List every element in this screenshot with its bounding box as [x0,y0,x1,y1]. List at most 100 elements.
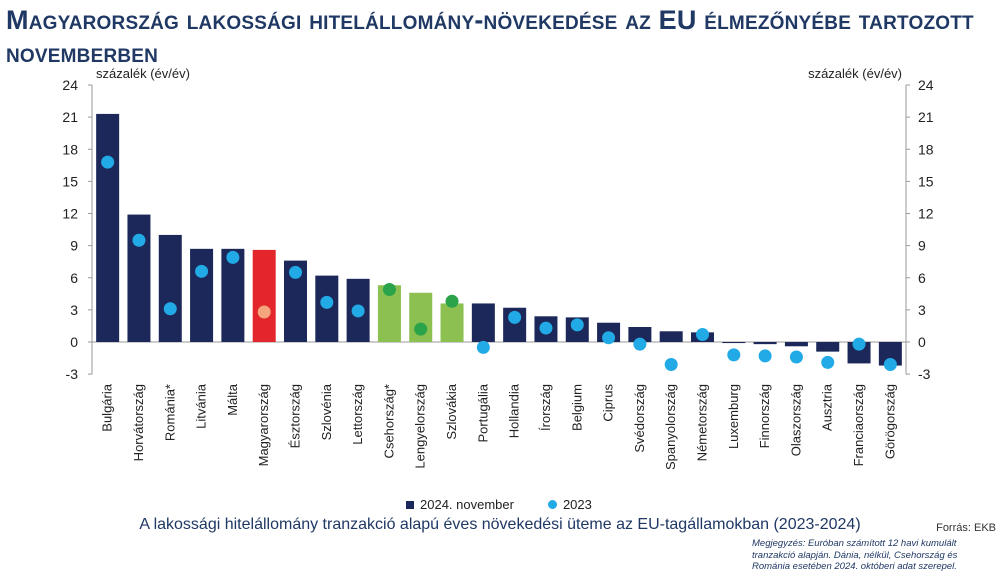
bar-málta [221,248,245,342]
legend-label-2023: 2023 [562,497,592,512]
x-tick-label-spanyolország: Spanyolország [663,384,678,470]
x-tick-label-németország: Németország [695,384,710,461]
dot-románia [163,302,177,316]
x-tick-label-csehország: Csehország* [381,384,396,458]
dot-lettország [351,304,365,318]
x-tick-label-észtország: Észtország [288,384,303,448]
bar-portugália [471,303,495,342]
y-tick-label-left: 21 [62,109,78,125]
x-tick-label-görögország: Görögország [882,384,897,459]
x-tick-label-szlovénia: Szlovénia [319,383,334,440]
y-tick-label-left: -3 [66,366,79,382]
dot-svédország [633,337,647,351]
x-tick-label-ausztria: Ausztria [820,383,835,431]
y-tick-label-right: 15 [918,173,934,189]
dot-finnország [758,349,772,363]
dot-litvánia [195,264,209,278]
bar-ausztria [816,342,840,352]
source-note: Forrás: EKB [936,522,996,534]
x-tick-label-horvátország: Horvátország [131,384,146,461]
legend-label-2024-november: 2024. november [420,497,514,512]
y-tick-label-right: 18 [918,141,934,157]
x-tick-label-lettország: Lettország [350,384,365,445]
dot-bulgária [101,155,115,169]
legend-swatch-dot [547,500,557,509]
x-tick-label-franciaország: Franciaország [851,384,866,466]
x-tick-label-magyarország: Magyarország [256,384,271,466]
y-tick-label-right: 24 [918,77,934,93]
bar-olaszország [784,342,808,347]
y-tick-label-left: 15 [62,173,78,189]
dot-németország [696,328,709,342]
dot-málta [226,250,240,264]
bar-spanyolország [659,331,683,342]
footnote: Megjegyzés: Euróban számított 12 havi ku… [752,538,958,572]
dot-ausztria [821,355,835,369]
y-tick-label-left: 18 [62,141,78,157]
bar-szlovákia [440,303,464,342]
bar-bulgária [96,113,120,342]
bar-svédország [628,327,652,342]
bar-magyarország [252,249,276,342]
dot-magyarország [257,305,271,319]
chart-title: Magyarország lakossági hitelállomány-növ… [6,5,974,68]
chart-caption: A lakossági hitelállomány tranzakció ala… [139,516,861,533]
y-tick-label-right: 12 [918,206,934,222]
bar-luxemburg [722,342,746,344]
dot-írország [539,321,553,335]
x-tick-label-hollandia: Hollandia [507,383,522,438]
y-tick-label-left: 24 [62,77,78,93]
bar-románia [158,234,182,342]
y-tick-label-left: 0 [70,334,78,350]
dot-horvátország [132,233,146,247]
dot-észtország [289,265,302,279]
y-tick-label-right: 0 [918,334,926,350]
bar-finnország [753,342,777,345]
y-tick-label-left: 9 [70,238,78,254]
bar-csehország [377,285,401,342]
x-tick-label-írország: Írország [538,384,553,431]
x-tick-label-lengyelország: Lengyelország [413,384,428,469]
dot-spanyolország [664,357,678,371]
bar-görögország [878,342,902,366]
legend-swatch-square [406,500,414,509]
dot-szlovákia [445,294,459,308]
dot-szlovénia [320,295,334,309]
dot-lengyelország [414,322,428,336]
x-tick-label-portugália: Portugália [475,383,490,442]
y-tick-label-left: 3 [70,302,78,318]
y-axis-label-right: százalék (év/év) [808,66,902,81]
y-tick-label-right: 3 [918,302,926,318]
legend: 2024. november 2023 [406,497,626,512]
dot-csehország [382,283,396,297]
legend-item-2024-november: 2024. november [406,497,514,512]
x-tick-label-luxemburg: Luxemburg [726,384,741,449]
bar-horvátország [127,214,151,342]
y-tick-label-right: 9 [918,238,926,254]
x-tick-label-litvánia: Litvánia [194,383,209,429]
x-tick-label-bulgária: Bulgária [100,383,115,431]
y-tick-label-left: 12 [62,206,78,222]
dot-luxemburg [727,348,741,362]
x-tick-label-szlovákia: Szlovákia [444,383,459,439]
dot-olaszország [789,350,803,364]
x-tick-label-finnország: Finnország [757,384,772,448]
dot-franciaország [852,337,866,351]
x-tick-label-svédország: Svédország [632,384,647,453]
x-tick-label-olaszország: Olaszország [788,384,803,456]
dot-ciprus [602,331,616,345]
x-tick-label-románia: Románia* [162,384,177,441]
bar-észtország [284,260,307,342]
legend-item-2023: 2023 [547,497,592,512]
x-tick-label-belgium: Belgium [569,384,584,431]
dot-görögország [883,357,897,371]
dot-hollandia [508,310,522,324]
y-tick-label-right: 6 [918,270,926,286]
bar-litvánia [190,248,214,342]
x-tick-label-ciprus: Ciprus [601,384,616,422]
y-tick-label-left: 6 [70,270,78,286]
y-axis-label-left: százalék (év/év) [96,66,190,81]
dot-portugália [476,340,490,354]
dot-belgium [570,318,584,332]
